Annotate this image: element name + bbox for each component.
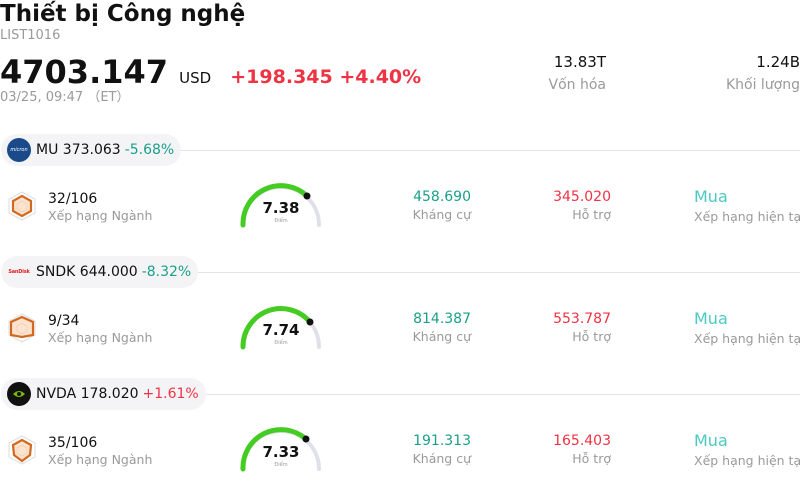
industry-rank: 9/34 Xếp hạng Ngành: [48, 313, 152, 346]
currency: USD: [179, 69, 212, 87]
market-cap-stat: 13.83T Vốn hóa: [549, 53, 606, 94]
stock-symbol-price: MU 373.063: [36, 142, 121, 158]
industry-rank: 32/106 Xếp hạng Ngành: [48, 191, 152, 224]
resistance-value: 191.313: [413, 433, 471, 449]
stock-change-pct: -8.32%: [141, 264, 192, 280]
rank-value: 9/34: [48, 313, 80, 329]
stock-change-pct: -5.68%: [124, 142, 175, 158]
score-label: Điểm: [274, 340, 288, 346]
price-row: 4703.147 USD +198.345 +4.40%: [0, 53, 421, 91]
rating-label: Xếp hạng hiện tại: [694, 209, 800, 224]
support: 553.787 Hỗ trợ: [553, 310, 611, 345]
volume-stat: 1.24B Khối lượng: [726, 53, 800, 94]
page-title: Thiết bị Công nghệ: [0, 1, 246, 27]
divider: [180, 272, 800, 273]
stock-section-sndk: SanDisk SNDK 644.000 -8.32% 9/34 Xếp hạn…: [0, 256, 800, 378]
index-code: LIST1016: [0, 28, 61, 43]
stock-symbol-price: SNDK 644.000: [36, 264, 138, 280]
support-label: Hỗ trợ: [572, 329, 611, 344]
micron-logo-icon: micron: [7, 138, 31, 162]
stock-chip-sndk[interactable]: SanDisk SNDK 644.000 -8.32%: [1, 256, 199, 288]
score-label: Điểm: [274, 462, 288, 468]
current-rating: Mua Xếp hạng hiện tại: [694, 431, 800, 469]
current-rating: Mua Xếp hạng hiện tại: [694, 309, 800, 347]
resistance: 191.313 Kháng cự: [413, 432, 471, 467]
score-gauge: 7.33 Điểm: [238, 426, 324, 472]
stock-section-mu: micron MU 373.063 -5.68% 32/106 Xếp hạng…: [0, 134, 800, 256]
stock-change-pct: +1.61%: [142, 386, 199, 402]
nvidia-logo-icon: [7, 382, 31, 406]
score-value: 7.74: [262, 321, 300, 339]
resistance-label: Kháng cự: [412, 329, 471, 344]
rank-label: Xếp hạng Ngành: [48, 208, 153, 223]
rank-label: Xếp hạng Ngành: [48, 452, 153, 467]
rating-value: Mua: [694, 187, 728, 206]
score-gauge: 7.38 Điểm: [238, 182, 324, 228]
support-label: Hỗ trợ: [572, 451, 611, 466]
timestamp: 03/25, 09:47 （ET）: [0, 90, 130, 105]
resistance: 458.690 Kháng cự: [413, 188, 471, 223]
resistance-label: Kháng cự: [412, 451, 471, 466]
rank-value: 32/106: [48, 191, 98, 207]
support: 165.403 Hỗ trợ: [553, 432, 611, 467]
volume-value: 1.24B: [756, 53, 800, 71]
score-label: Điểm: [274, 218, 288, 224]
resistance-value: 814.387: [413, 311, 471, 327]
score-value: 7.33: [262, 443, 300, 461]
score-value: 7.38: [262, 199, 300, 217]
support-value: 165.403: [553, 433, 611, 449]
rating-value: Mua: [694, 309, 728, 328]
divider: [160, 150, 800, 151]
rating-label: Xếp hạng hiện tại: [694, 453, 800, 468]
volume-label: Khối lượng: [725, 77, 800, 93]
industry-rank-icon: [8, 435, 36, 465]
resistance-label: Kháng cự: [412, 207, 471, 222]
rating-label: Xếp hạng hiện tại: [694, 331, 800, 346]
resistance: 814.387 Kháng cự: [413, 310, 471, 345]
index-price: 4703.147: [0, 53, 169, 91]
market-cap-label: Vốn hóa: [548, 77, 606, 93]
resistance-value: 458.690: [413, 189, 471, 205]
rank-label: Xếp hạng Ngành: [48, 330, 153, 345]
rating-value: Mua: [694, 431, 728, 450]
industry-rank-icon: [8, 313, 36, 343]
divider: [186, 394, 800, 395]
stock-section-nvda: NVDA 178.020 +1.61% 35/106 Xếp hạng Ngàn…: [0, 378, 800, 488]
rank-value: 35/106: [48, 435, 98, 451]
industry-rank-icon: [8, 191, 36, 221]
stock-chip-nvda[interactable]: NVDA 178.020 +1.61%: [1, 378, 206, 410]
support-label: Hỗ trợ: [572, 207, 611, 222]
support-value: 553.787: [553, 311, 611, 327]
price-change: +198.345 +4.40%: [230, 66, 422, 88]
stock-symbol-price: NVDA 178.020: [36, 386, 139, 402]
current-rating: Mua Xếp hạng hiện tại: [694, 187, 800, 225]
industry-rank: 35/106 Xếp hạng Ngành: [48, 435, 152, 468]
stock-chip-mu[interactable]: micron MU 373.063 -5.68%: [1, 134, 182, 166]
support-value: 345.020: [553, 189, 611, 205]
sandisk-logo-icon: SanDisk: [8, 269, 30, 275]
support: 345.020 Hỗ trợ: [553, 188, 611, 223]
score-gauge: 7.74 Điểm: [238, 304, 324, 350]
market-cap-value: 13.83T: [553, 53, 606, 71]
